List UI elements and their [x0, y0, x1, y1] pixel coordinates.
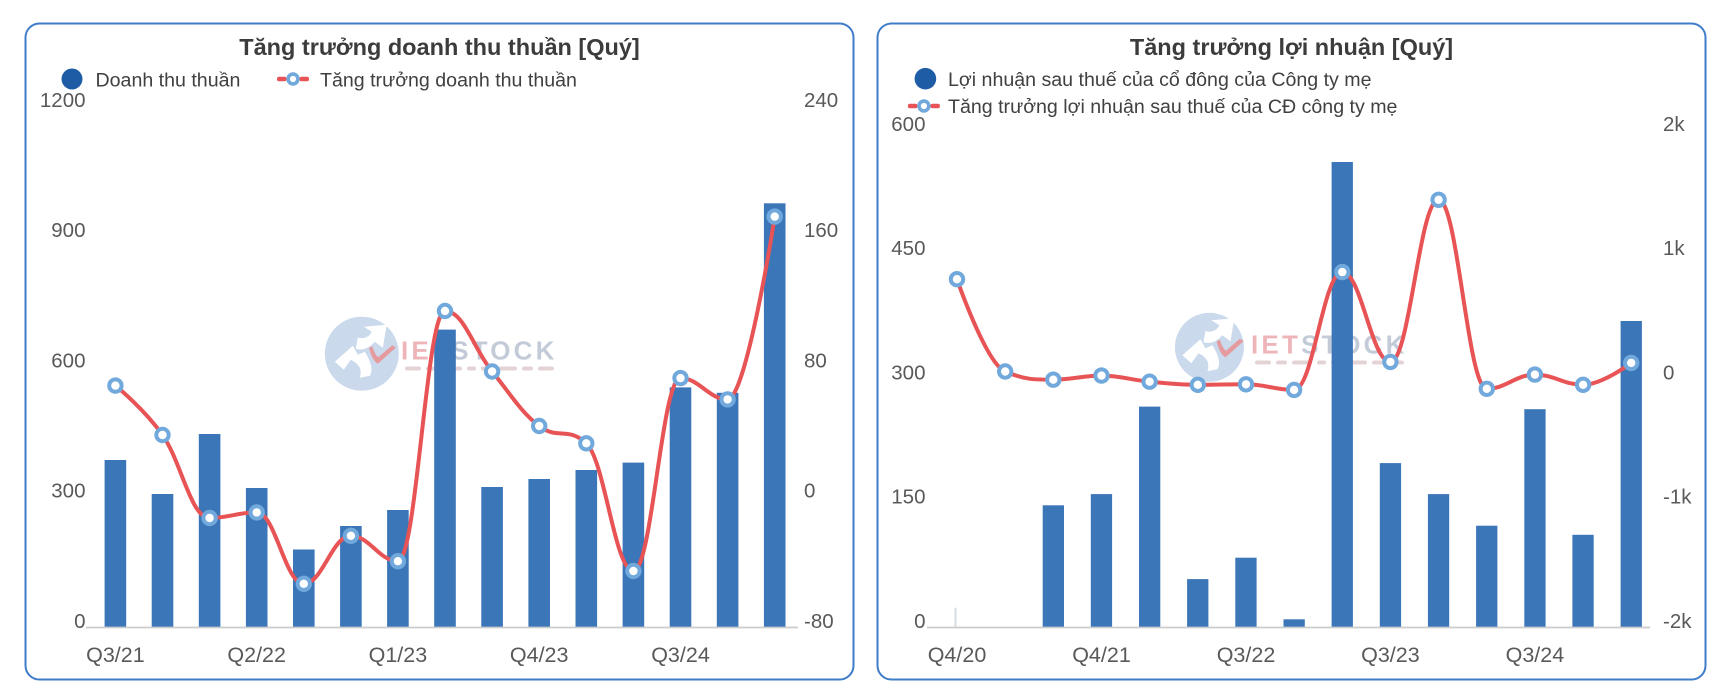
svg-text:Tăng trưởng doanh thu thuần: Tăng trưởng doanh thu thuần	[320, 70, 577, 92]
svg-text:Q3/24: Q3/24	[1506, 643, 1565, 667]
svg-text:Tăng trưởng lợi nhuận [Quý]: Tăng trưởng lợi nhuận [Quý]	[1130, 34, 1453, 60]
svg-text:Q4/23: Q4/23	[510, 643, 569, 667]
svg-text:-80: -80	[804, 610, 834, 633]
svg-text:Lợi nhuận sau thuế của cổ đông: Lợi nhuận sau thuế của cổ đông của Công …	[948, 69, 1372, 91]
svg-text:-2k: -2k	[1663, 610, 1692, 633]
svg-text:300: 300	[51, 480, 85, 503]
svg-text:600: 600	[51, 349, 85, 372]
svg-text:1200: 1200	[40, 89, 86, 112]
svg-text:Q3/23: Q3/23	[1361, 643, 1420, 667]
svg-text:0: 0	[804, 480, 815, 503]
svg-text:Doanh thu thuần: Doanh thu thuần	[96, 70, 241, 92]
svg-text:Q3/22: Q3/22	[1217, 643, 1276, 667]
svg-text:160: 160	[804, 219, 838, 242]
svg-text:Q2/22: Q2/22	[227, 643, 286, 667]
svg-text:150: 150	[891, 486, 925, 509]
svg-text:IETSTOCK: IETSTOCK	[1251, 330, 1408, 360]
svg-text:80: 80	[804, 349, 827, 372]
svg-text:900: 900	[51, 219, 85, 242]
svg-text:2k: 2k	[1663, 113, 1685, 136]
svg-text:Tăng trưởng doanh thu thuần [Q: Tăng trưởng doanh thu thuần [Quý]	[239, 34, 640, 60]
svg-text:600: 600	[891, 113, 925, 136]
svg-text:Tăng trưởng lợi nhuận sau thuế: Tăng trưởng lợi nhuận sau thuế của CĐ cô…	[948, 96, 1398, 118]
svg-text:Q3/21: Q3/21	[86, 643, 145, 667]
svg-text:0: 0	[914, 610, 925, 633]
svg-text:450: 450	[891, 237, 925, 260]
svg-text:Q4/21: Q4/21	[1072, 643, 1131, 667]
svg-text:Q1/23: Q1/23	[369, 643, 428, 667]
svg-text:IETSTOCK: IETSTOCK	[401, 336, 558, 366]
svg-text:300: 300	[891, 361, 925, 384]
svg-text:-1k: -1k	[1663, 486, 1692, 509]
svg-text:240: 240	[804, 89, 838, 112]
svg-text:1k: 1k	[1663, 237, 1685, 260]
svg-text:Q3/24: Q3/24	[651, 643, 710, 667]
svg-text:0: 0	[1663, 361, 1674, 384]
svg-text:Q4/20: Q4/20	[928, 643, 987, 667]
svg-text:0: 0	[74, 610, 85, 633]
